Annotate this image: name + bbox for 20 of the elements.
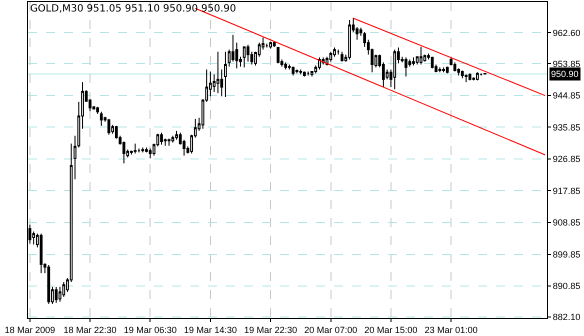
x-tick-label: 19 Mar 06:30 [124,324,177,335]
y-tick-label: 926.85 [552,154,580,164]
y-tick-label: 908.85 [552,218,580,228]
x-tick-label: 19 Mar 14:30 [184,324,237,335]
x-tick-label: 18 Mar 2009 [4,324,56,335]
y-tick-label: 935.85 [552,122,580,132]
x-tick-label: 19 Mar 22:30 [244,324,298,335]
y-tick-label: 953.85 [552,58,580,69]
chart-title: GOLD,M30 951.05 951.10 950.90 950.90 [30,4,236,15]
y-tick-label: 890.85 [552,281,580,292]
y-tick-label: 944.85 [552,90,580,101]
y-tick-label: 882.10 [552,312,580,322]
y-tick-label: 917.85 [552,186,580,196]
y-tick-label: 962.60 [552,28,580,38]
x-tick-label: 23 Mar 01:00 [424,324,478,335]
x-tick-label: 18 Mar 22:30 [64,324,117,335]
ref-line-label: 950.90 [551,69,579,79]
x-tick-label: 20 Mar 07:00 [304,324,358,335]
y-tick-label: 899.85 [552,249,580,260]
x-tick-label: 20 Mar 15:00 [364,324,418,335]
